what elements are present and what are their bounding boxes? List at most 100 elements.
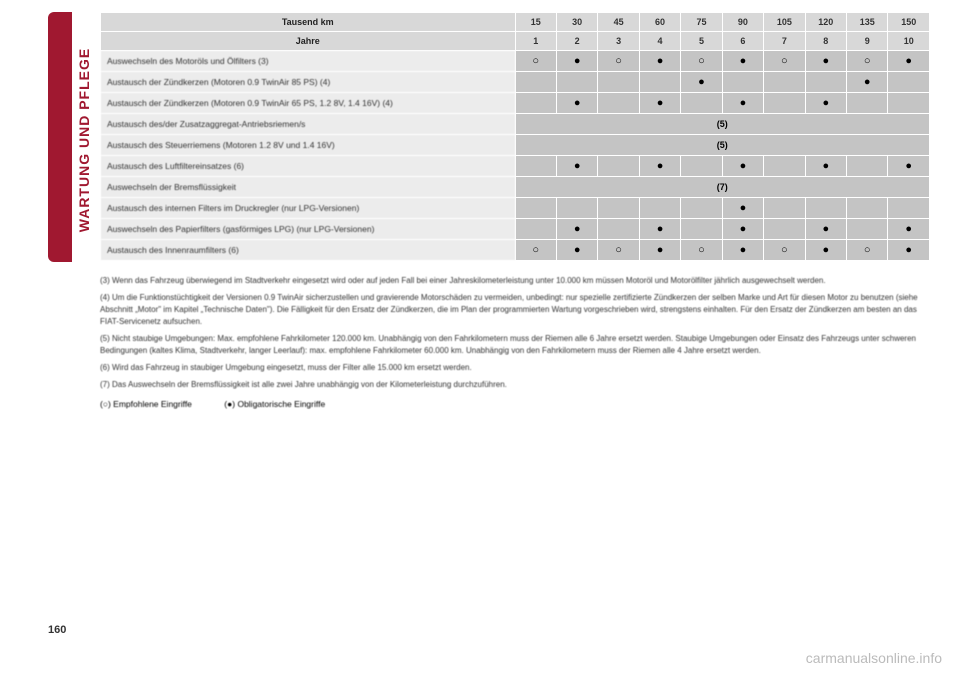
table-row-note: (7)	[515, 177, 930, 198]
main-content: Tausend km153045607590105120135150Jahre1…	[100, 12, 930, 409]
table-cell	[764, 219, 805, 240]
sidebar-label: WARTUNG UND PFLEGE	[76, 25, 92, 255]
table-row-note: (5)	[515, 135, 930, 156]
table-row-label: Austausch der Zündkerzen (Motoren 0.9 Tw…	[101, 72, 516, 93]
table-row-label: Auswechseln des Motoröls und Ölfilters (…	[101, 51, 516, 72]
table-row-label: Austausch des Steuerriemens (Motoren 1.2…	[101, 135, 516, 156]
table-cell: ●	[805, 51, 846, 72]
footnote-5: (5) Nicht staubige Umgebungen: Max. empf…	[100, 333, 930, 357]
table-cell	[681, 156, 722, 177]
header-km-value: 15	[515, 13, 556, 32]
header-years-value: 5	[681, 32, 722, 51]
table-cell	[598, 198, 639, 219]
watermark: carmanualsonline.info	[806, 650, 942, 666]
header-years-value: 1	[515, 32, 556, 51]
table-cell	[847, 198, 888, 219]
table-cell	[598, 93, 639, 114]
header-km-value: 135	[847, 13, 888, 32]
table-cell: ●	[722, 93, 763, 114]
table-cell	[764, 198, 805, 219]
table-cell: ●	[556, 219, 597, 240]
table-cell: ○	[847, 240, 888, 261]
footnote-3: (3) Wenn das Fahrzeug überwiegend im Sta…	[100, 275, 930, 287]
table-cell: ●	[639, 240, 680, 261]
footnote-7: (7) Das Auswechseln der Bremsflüssigkeit…	[100, 379, 930, 391]
table-cell: ○	[764, 240, 805, 261]
table-cell	[681, 93, 722, 114]
table-cell	[515, 219, 556, 240]
table-row-label: Auswechseln des Papierfilters (gasförmig…	[101, 219, 516, 240]
header-km-value: 120	[805, 13, 846, 32]
table-cell	[515, 93, 556, 114]
table-cell	[888, 198, 930, 219]
table-cell: ○	[598, 51, 639, 72]
table-row-label: Austausch des internen Filters im Druckr…	[101, 198, 516, 219]
table-cell: ○	[847, 51, 888, 72]
table-row-note: (5)	[515, 114, 930, 135]
table-cell	[681, 219, 722, 240]
header-km-value: 75	[681, 13, 722, 32]
table-cell	[598, 219, 639, 240]
table-cell: ○	[515, 51, 556, 72]
header-years-value: 7	[764, 32, 805, 51]
table-cell: ○	[681, 51, 722, 72]
header-km-value: 60	[639, 13, 680, 32]
table-cell: ●	[722, 51, 763, 72]
header-km-value: 45	[598, 13, 639, 32]
table-cell: ●	[556, 51, 597, 72]
table-cell: ●	[639, 219, 680, 240]
header-km-value: 30	[556, 13, 597, 32]
legend-filled: (●) Obligatorische Eingriffe	[224, 399, 325, 409]
table-cell	[847, 93, 888, 114]
table-cell	[764, 156, 805, 177]
table-cell: ●	[888, 156, 930, 177]
table-cell	[639, 198, 680, 219]
table-cell	[515, 198, 556, 219]
legend-open: (○) Empfohlene Eingriffe	[100, 399, 192, 409]
legend: (○) Empfohlene Eingriffe (●) Obligatoris…	[100, 399, 930, 409]
table-cell	[515, 72, 556, 93]
table-cell	[722, 72, 763, 93]
sidebar-tab	[48, 12, 72, 262]
header-years-value: 6	[722, 32, 763, 51]
table-cell: ●	[556, 240, 597, 261]
table-cell: ●	[639, 93, 680, 114]
header-km-label: Tausend km	[101, 13, 516, 32]
table-row-label: Austausch des Luftfiltereinsatzes (6)	[101, 156, 516, 177]
table-cell: ●	[556, 156, 597, 177]
table-cell: ●	[639, 51, 680, 72]
page-number: 160	[48, 624, 66, 636]
table-row-label: Auswechseln der Bremsflüssigkeit	[101, 177, 516, 198]
table-cell: ●	[556, 93, 597, 114]
table-cell: ●	[888, 240, 930, 261]
table-cell: ●	[888, 219, 930, 240]
table-cell: ●	[805, 156, 846, 177]
footnotes: (3) Wenn das Fahrzeug überwiegend im Sta…	[100, 275, 930, 391]
footnote-6: (6) Wird das Fahrzeug in staubiger Umgeb…	[100, 362, 930, 374]
header-years-value: 10	[888, 32, 930, 51]
table-row-label: Austausch des/der Zusatzaggregat-Antrieb…	[101, 114, 516, 135]
table-row-label: Austausch der Zündkerzen (Motoren 0.9 Tw…	[101, 93, 516, 114]
table-cell: ●	[639, 156, 680, 177]
table-cell	[805, 198, 846, 219]
table-cell	[888, 72, 930, 93]
table-cell: ●	[681, 72, 722, 93]
header-years-value: 3	[598, 32, 639, 51]
table-cell	[556, 198, 597, 219]
table-cell	[515, 156, 556, 177]
table-cell: ●	[722, 219, 763, 240]
table-cell: ○	[681, 240, 722, 261]
table-row-label: Austausch des Innenraumfilters (6)	[101, 240, 516, 261]
table-cell	[805, 72, 846, 93]
table-cell: ○	[764, 51, 805, 72]
table-cell	[598, 72, 639, 93]
table-cell	[847, 156, 888, 177]
table-cell: ●	[722, 156, 763, 177]
header-km-value: 90	[722, 13, 763, 32]
table-cell: ○	[515, 240, 556, 261]
header-years-value: 9	[847, 32, 888, 51]
table-cell: ●	[805, 219, 846, 240]
header-years-value: 4	[639, 32, 680, 51]
table-cell	[556, 72, 597, 93]
table-cell	[764, 72, 805, 93]
